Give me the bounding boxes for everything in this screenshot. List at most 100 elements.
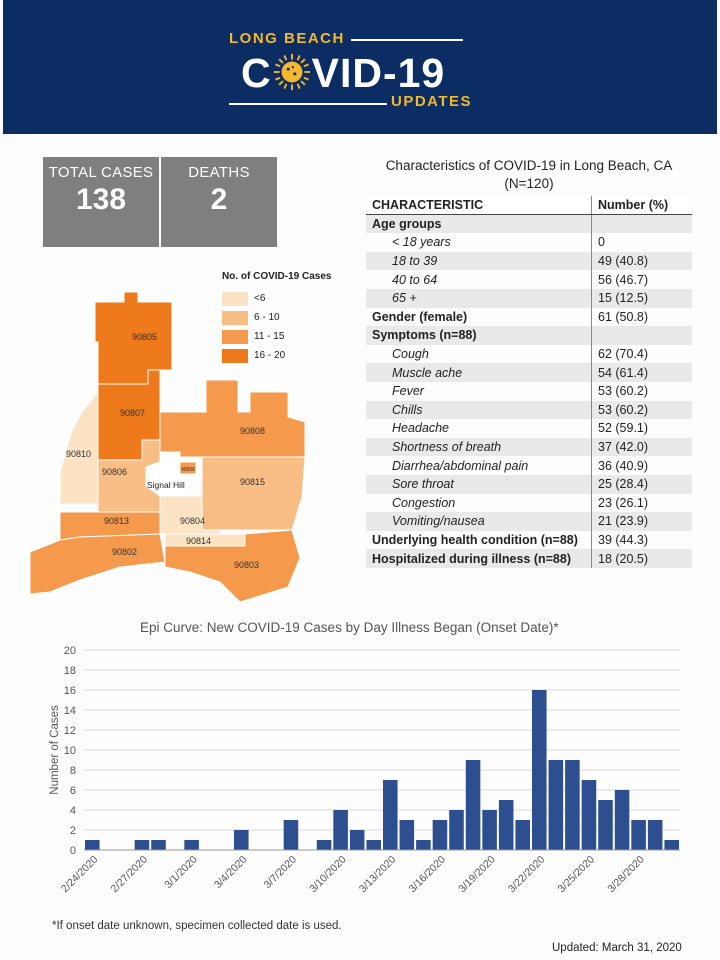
row-value: 21 (23.9) [598,514,649,529]
row-label-cell: < 18 years [366,233,592,252]
zip-label-90808: 90808 [240,426,265,436]
y-tick-label: 10 [64,745,76,757]
row-value: 18 (20.5) [598,551,649,566]
row-label-cell: 18 to 39 [366,251,592,271]
row-label-cell: Chills [366,400,592,420]
row-label-cell: Diarrhea/abdominal pain [366,456,592,475]
y-tick-label: 0 [70,845,76,857]
epi-curve-title: Epi Curve: New COVID-19 Cases by Day Ill… [140,620,559,635]
zip-area-90815 [201,456,306,531]
banner-updates: UPDATES [391,93,473,110]
row-label: Symptoms (n=88) [372,328,477,343]
row-value: 53 (60.2) [598,402,649,417]
row-label-cell: Headache [366,419,592,438]
table-row: Gender (female) 61 (50.8) [366,307,692,327]
row-label: 40 to 64 [392,272,438,287]
bar [383,780,398,850]
x-tick-label: 3/13/2020 [357,854,399,896]
zip-label-90807: 90807 [120,408,145,418]
bar [134,840,150,850]
bar [283,820,299,850]
bar [85,840,100,850]
table-row: Hospitalized during illness (n=88) 18 (20… [366,549,692,568]
bar [349,830,365,850]
y-tick-label: 16 [64,685,76,697]
banner-logo-text: C VID-19 [241,50,445,97]
bar [333,810,348,850]
row-label: Age groups [372,216,442,231]
bar [598,800,613,850]
table-row: 65 + 15 (12.5) [366,288,692,308]
row-value: 15 (12.5) [598,291,649,306]
zip-label-90815: 90815 [240,477,265,487]
table-header: CHARACTERISTIC Number (%) [366,196,692,215]
y-tick-label: 14 [64,705,76,717]
row-value: 25 (28.4) [598,477,649,492]
table-row: Diarrhea/abdominal pain 36 (40.9) [366,456,692,475]
banner-vid19: VID-19 [311,50,446,96]
y-tick-label: 12 [64,725,76,737]
bar [532,690,547,850]
header-banner: LONG BEACH C VID-19 UP [3,0,717,134]
row-label-cell: 40 to 64 [366,270,592,289]
table-row: Chills 53 (60.2) [366,400,692,420]
row-label-cell: Cough [366,344,592,364]
table-row: Cough 62 (70.4) [366,344,692,364]
row-value: 0 [598,235,605,250]
bar [614,790,630,850]
row-label: Chills [392,402,423,417]
zip-area-90803 [164,529,301,603]
row-label-cell: Vomiting/nausea [366,512,592,531]
zip-label-90804: 90804 [180,516,205,526]
zip-label-90806: 90806 [102,467,127,477]
deaths-value: 2 [210,183,228,216]
header-number: Number (%) [598,197,669,212]
legend-swatch [222,291,248,306]
row-label-cell: Fever [366,381,592,401]
y-tick-label: 8 [70,765,76,777]
row-label: Diarrhea/abdominal pain [392,458,529,473]
table-row: Muscle ache 54 (61.4) [366,363,692,382]
bar [316,840,332,850]
characteristics-title: Characteristics of COVID-19 in Long Beac… [366,157,692,193]
y-tick-label: 18 [64,665,76,677]
row-label-cell: Gender (female) [366,307,592,327]
bar [581,780,597,850]
row-value: 53 (60.2) [598,384,649,399]
updated-date: Updated: March 31, 2020 [552,942,682,954]
signal-hill-area [145,461,189,497]
row-label-cell: Symptoms (n=88) [366,326,592,345]
row-label-cell: 65 + [366,288,592,308]
table-row: 40 to 64 56 (46.7) [366,270,692,289]
bar [498,800,514,850]
legend-label: 6 - 10 [254,312,280,323]
legend-swatch [222,348,248,363]
map-legend: <6 6 - 10 11 - 15 16 - 20 [222,289,285,365]
table-row: < 18 years 0 [366,233,692,252]
x-tick-label: 3/4/2020 [212,854,249,891]
deaths-box: DEATHS 2 [161,157,277,247]
legend-label: 11 - 15 [254,331,285,342]
bar [449,810,464,850]
table-row: Vomiting/nausea 21 (23.9) [366,512,692,531]
bar [432,820,448,850]
legend-swatch [222,310,248,325]
deaths-label: DEATHS [188,164,250,181]
row-value: 62 (70.4) [598,347,649,362]
row-label: Shortness of breath [392,440,502,455]
row-label: Sore throat [392,477,454,492]
table-row: Shortness of breath 37 (42.0) [366,437,692,457]
zip-label-90810: 90810 [66,449,91,459]
row-value: 54 (61.4) [598,365,649,380]
row-label: Gender (female) [372,309,468,324]
bar [631,820,646,850]
characteristics-title-line2: (N=120) [504,176,554,191]
table-row: Congestion 23 (26.1) [366,493,692,513]
zip-label-90813: 90813 [104,516,129,526]
row-label: < 18 years [392,235,451,250]
x-tick-label: 3/28/2020 [605,854,647,896]
characteristics-title-line1: Characteristics of COVID-19 in Long Beac… [385,158,673,173]
row-label: Underlying health condition (n=88) [372,532,578,547]
row-label-cell: Shortness of breath [366,437,592,457]
